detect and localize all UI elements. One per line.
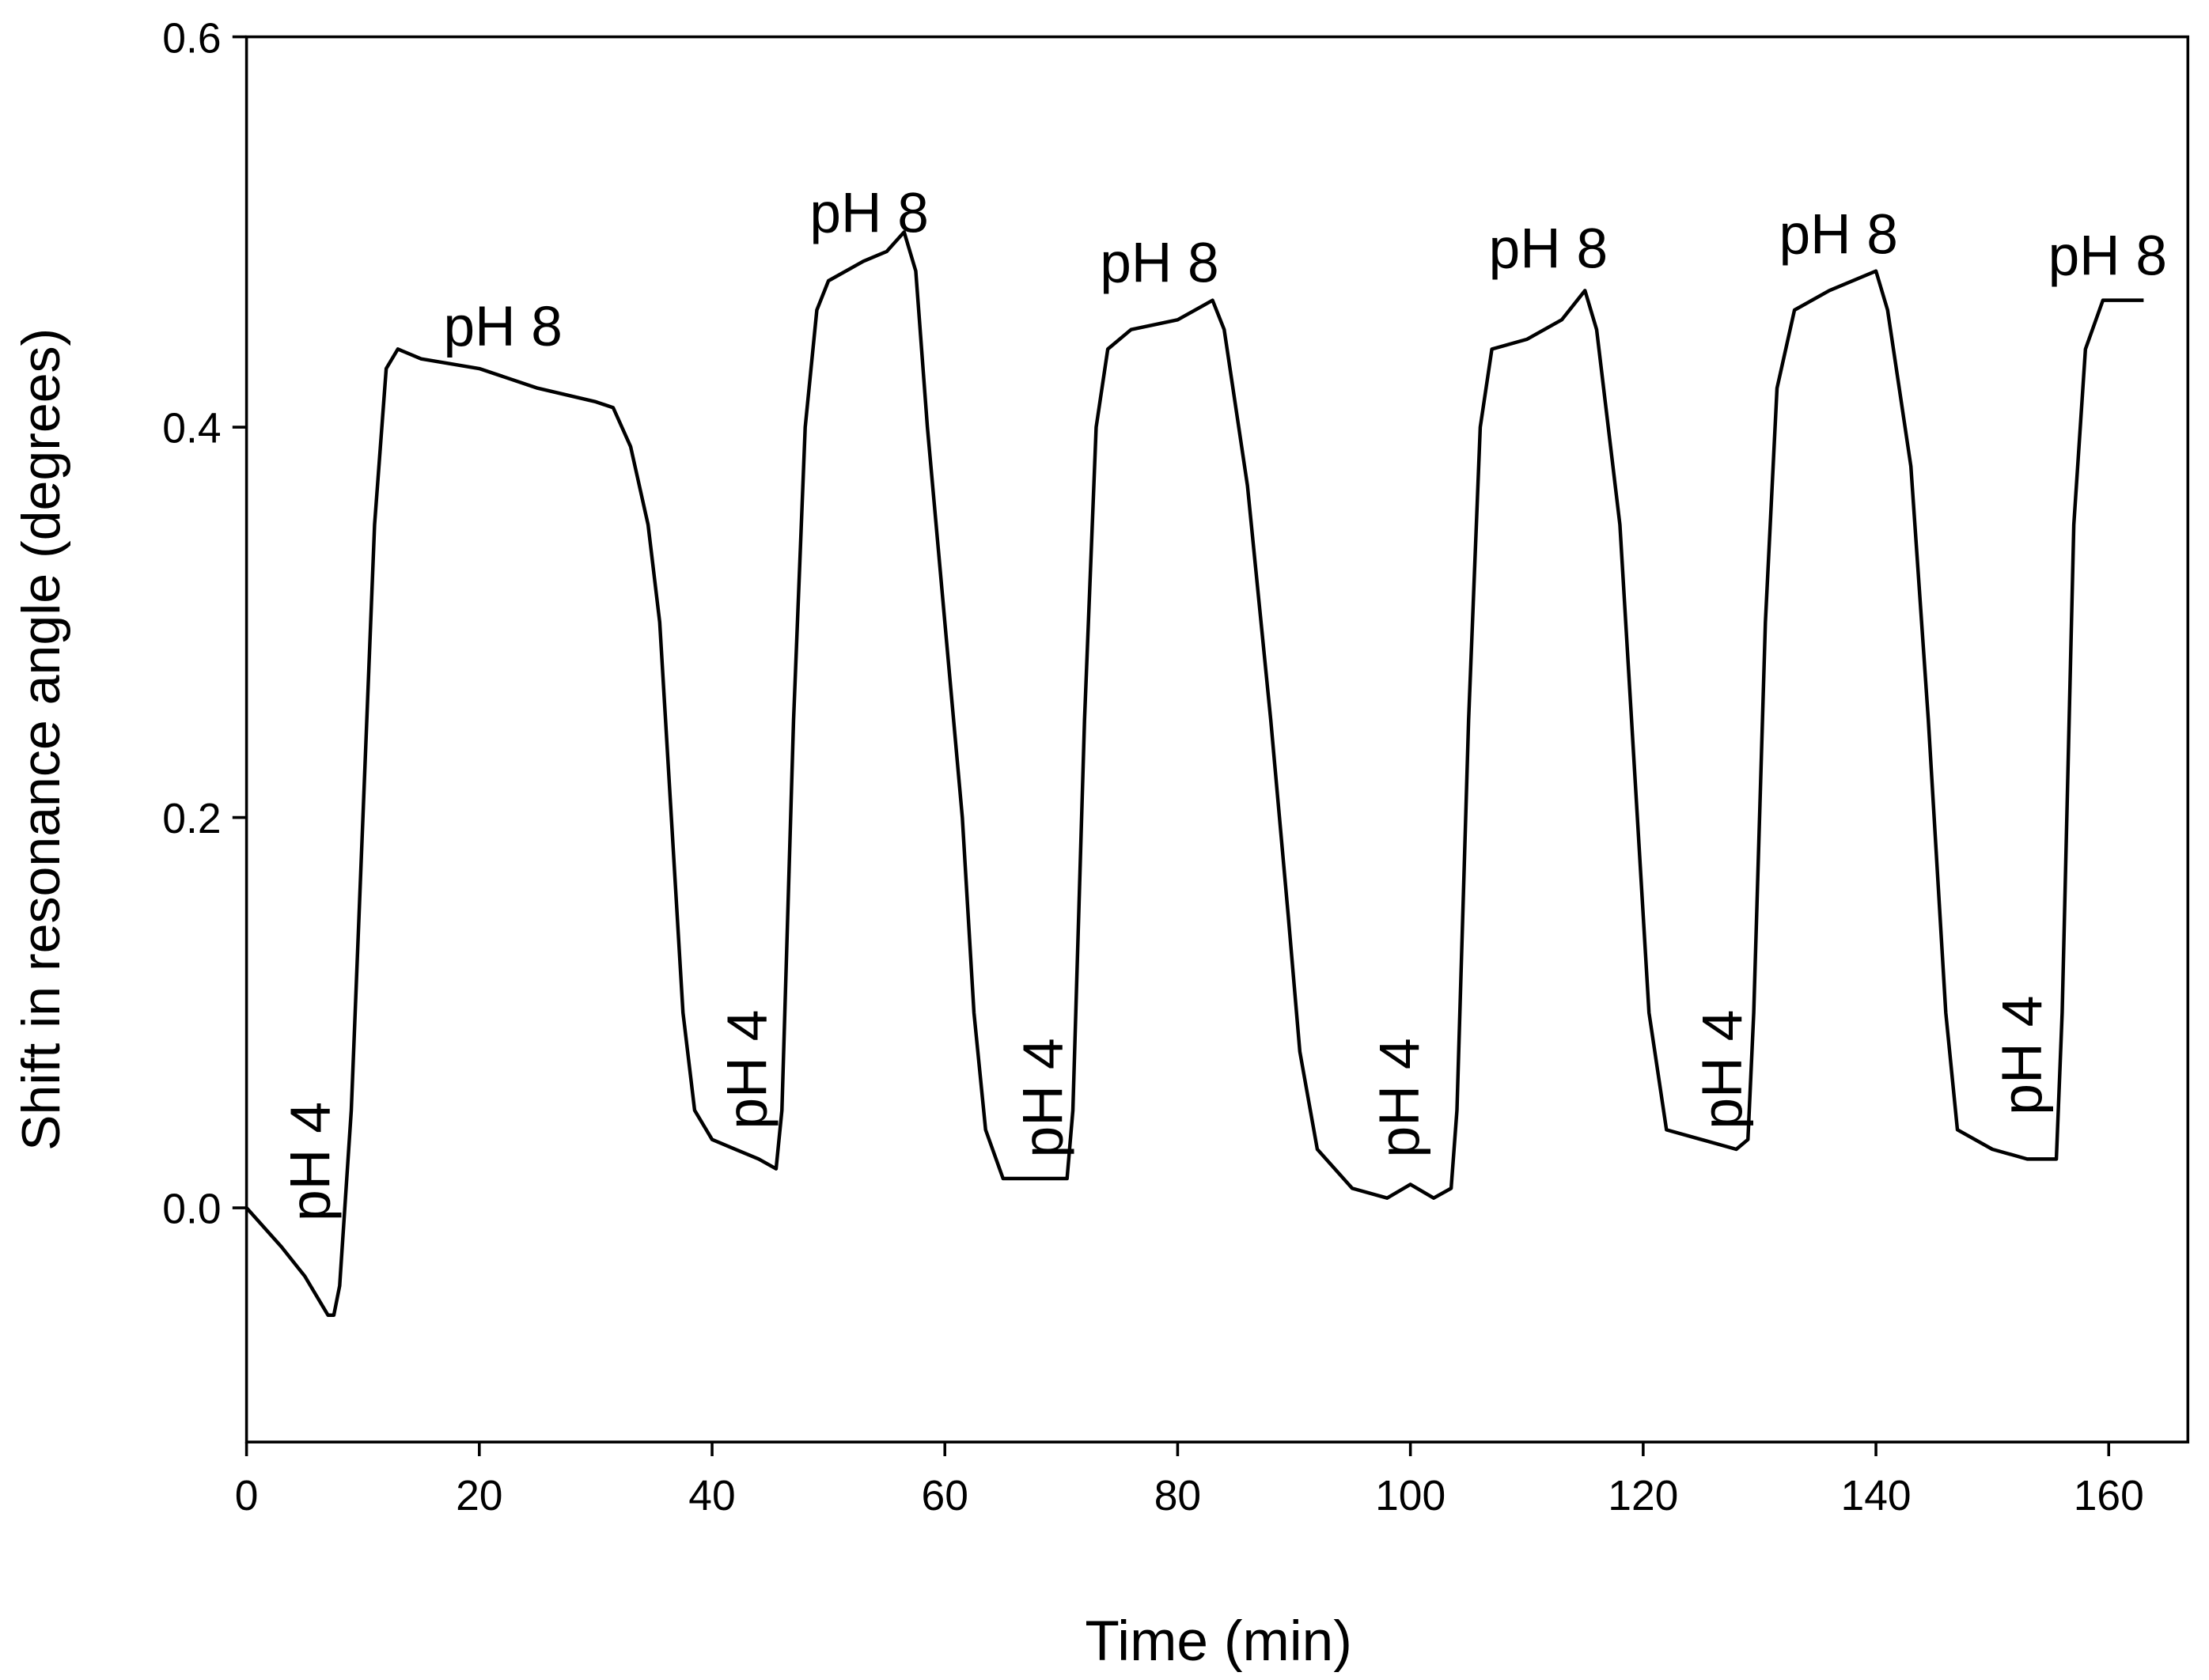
y-tick-label: 0.4 <box>162 406 221 452</box>
annotation: pH 4 <box>1991 996 2054 1115</box>
annotation: pH 8 <box>809 182 928 245</box>
annotation: pH 4 <box>279 1102 343 1221</box>
annotation: pH 8 <box>2048 224 2167 287</box>
annotation: pH 4 <box>1691 1009 1754 1129</box>
x-tick-label: 120 <box>1608 1473 1678 1519</box>
x-tick-label: 100 <box>1375 1473 1446 1519</box>
x-tick-label: 0 <box>235 1473 259 1519</box>
x-tick-label: 140 <box>1840 1473 1911 1519</box>
data-line <box>244 230 2144 1317</box>
x-axis-label: Time (min) <box>1085 1610 1352 1673</box>
x-tick-label: 160 <box>2074 1473 2144 1519</box>
annotation: pH 4 <box>1368 1038 1431 1157</box>
annotation: pH 8 <box>443 295 562 358</box>
annotation: pH 8 <box>1100 231 1218 294</box>
annotation: pH 8 <box>1779 202 1897 266</box>
x-tick-label: 80 <box>1154 1473 1201 1519</box>
x-tick-label: 20 <box>456 1473 502 1519</box>
annotation: pH 4 <box>1012 1038 1075 1157</box>
x-tick-label: 40 <box>688 1473 735 1519</box>
annotation: pH 8 <box>1489 217 1608 280</box>
annotation: pH 4 <box>716 1009 779 1129</box>
y-tick-label: 0.0 <box>162 1186 221 1233</box>
plot-frame <box>244 35 2190 1444</box>
y-axis-label: Shift in resonance angle (degrees) <box>12 328 71 1151</box>
y-tick-label: 0.2 <box>162 796 221 842</box>
x-tick-label: 60 <box>922 1473 968 1519</box>
y-tick-label: 0.6 <box>162 15 221 62</box>
